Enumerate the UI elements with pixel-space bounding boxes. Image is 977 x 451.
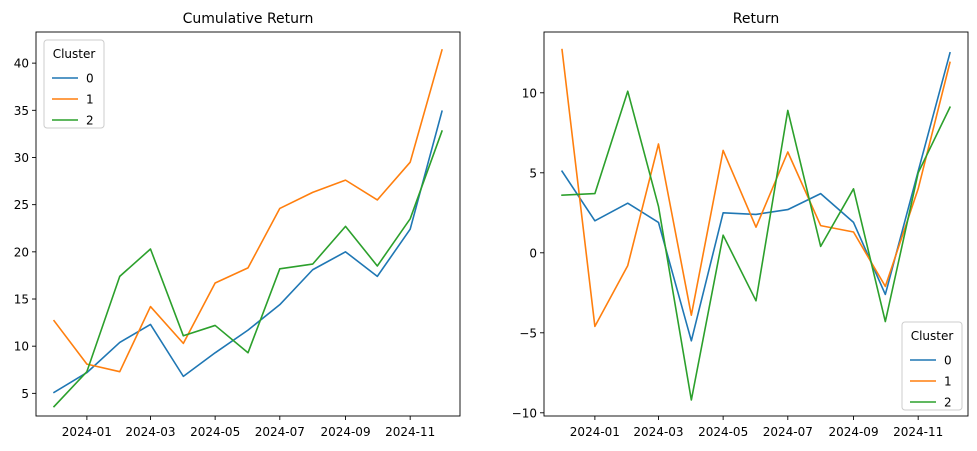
y-tick-label: 15 xyxy=(14,293,29,307)
series-line-2 xyxy=(561,90,952,401)
legend: Cluster 0 1 2 xyxy=(43,39,105,129)
y-tick-label: 5 xyxy=(21,387,29,401)
x-tick-label: 2024-03 xyxy=(125,425,175,439)
legend-box xyxy=(43,39,105,129)
y-tick-label: 30 xyxy=(14,151,29,165)
legend-title: Cluster xyxy=(53,47,96,61)
y-tick-label: 20 xyxy=(14,245,29,259)
x-tick-label: 2024-09 xyxy=(828,425,878,439)
legend: Cluster 0 1 2 xyxy=(901,321,963,411)
chart-cumulative-return: Cumulative Return 5101520253035402024-01… xyxy=(14,11,461,439)
y-tick-label: 10 xyxy=(14,340,29,354)
x-tick-label: 2024-03 xyxy=(633,425,683,439)
legend-label-1: 1 xyxy=(944,375,952,389)
y-tick-label: 25 xyxy=(14,198,29,212)
y-tick-label: 0 xyxy=(529,246,537,260)
chart-title: Return xyxy=(733,11,779,27)
legend-label-2: 2 xyxy=(944,396,952,410)
y-tick-label: −10 xyxy=(512,406,537,420)
x-tick-label: 2024-05 xyxy=(190,425,240,439)
series-line-1 xyxy=(561,48,951,328)
series-line-0 xyxy=(560,51,951,342)
x-tick-label: 2024-05 xyxy=(698,425,748,439)
y-tick-label: −5 xyxy=(519,326,537,340)
series-line-2 xyxy=(52,130,444,408)
legend-label-2: 2 xyxy=(86,114,94,128)
legend-label-0: 0 xyxy=(944,354,952,368)
legend-title: Cluster xyxy=(911,329,954,343)
axes-frame xyxy=(35,31,461,417)
x-tick-label: 2024-07 xyxy=(255,425,305,439)
series-line-1 xyxy=(52,48,443,373)
x-tick-label: 2024-07 xyxy=(763,425,813,439)
x-tick-label: 2024-11 xyxy=(385,425,435,439)
chart-title: Cumulative Return xyxy=(183,11,314,27)
y-tick-label: 40 xyxy=(14,57,29,71)
x-tick-label: 2024-11 xyxy=(893,425,943,439)
x-tick-label: 2024-01 xyxy=(62,425,112,439)
legend-label-0: 0 xyxy=(86,72,94,86)
series-line-0 xyxy=(52,110,443,394)
axes-frame xyxy=(543,31,969,417)
legend-label-1: 1 xyxy=(86,93,94,107)
x-tick-label: 2024-09 xyxy=(320,425,370,439)
y-tick-label: 35 xyxy=(14,104,29,118)
x-tick-label: 2024-01 xyxy=(570,425,620,439)
legend-box xyxy=(901,321,963,411)
y-tick-label: 10 xyxy=(522,86,537,100)
y-tick-label: 5 xyxy=(529,166,537,180)
